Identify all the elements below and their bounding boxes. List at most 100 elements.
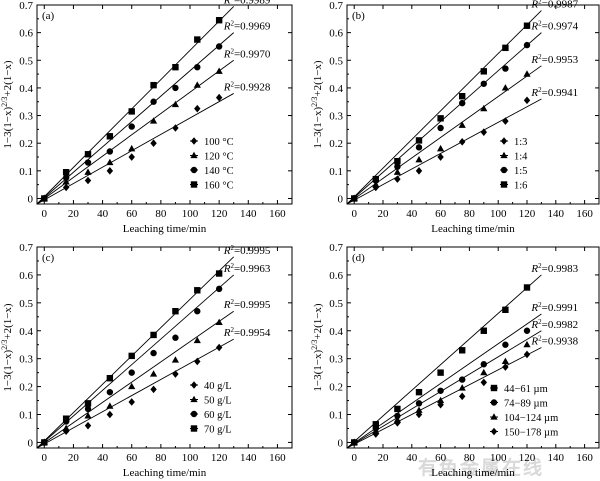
data-point [149, 117, 158, 124]
r2-annotation: R2=0.9970 [223, 47, 271, 60]
r2-annotation: R2=0.9974 [530, 20, 578, 33]
legend-entry: 140 °C [204, 166, 234, 177]
y-tick-label: 0.7 [19, 242, 33, 254]
y-tick-label: 0.6 [329, 28, 343, 40]
series-2: R2=0.9969 [36, 20, 271, 205]
x-tick-label: 40 [406, 452, 418, 464]
data-point [106, 158, 114, 166]
series-2: R2=0.9963 [36, 262, 271, 449]
data-point [459, 138, 466, 146]
data-point [84, 412, 92, 419]
data-point [372, 180, 380, 188]
legend-entry: 150−178 µm [504, 428, 558, 439]
y-tick-label: 0.7 [329, 0, 343, 12]
data-point [459, 93, 466, 100]
legend-entry: 1:6 [514, 181, 527, 192]
x-axis-label: Leaching time/min [123, 467, 207, 479]
data-point [372, 421, 379, 428]
data-point [480, 68, 487, 75]
data-point [372, 175, 379, 183]
data-point [106, 133, 114, 140]
data-point [215, 67, 223, 74]
data-point [458, 384, 466, 391]
fit-line [36, 256, 235, 449]
panel-label: (a) [42, 10, 55, 22]
y-tick-label: 0 [338, 193, 344, 205]
x-tick-label: 120 [519, 208, 536, 220]
data-point [502, 306, 509, 314]
r2-annotation: R2=0.9969 [223, 20, 271, 33]
data-point [106, 167, 114, 175]
data-point [128, 398, 135, 406]
x-tick-label: 80 [464, 208, 476, 220]
y-axis-label: 1−3(1−x)2/3+2(1−x) [310, 303, 325, 392]
data-point [194, 104, 201, 113]
data-point [437, 396, 445, 404]
data-point [84, 405, 92, 413]
fit-line [346, 10, 542, 205]
x-tick-label: 100 [490, 208, 507, 220]
data-point [150, 349, 157, 357]
x-tick-label: 160 [576, 208, 593, 220]
data-point [193, 81, 201, 88]
r2-annotation: R2=0.9983 [530, 262, 578, 275]
data-point [128, 352, 135, 360]
data-point [502, 363, 509, 371]
series-1: R2=0.9970 [36, 47, 271, 205]
y-axis-label: 1−3(1−x)2/3+2(1−x) [0, 60, 14, 149]
y-tick-label: 0.7 [329, 242, 343, 254]
legend-marker [500, 137, 508, 145]
legend-entry: 50 g/L [204, 396, 232, 407]
legend-entry: 1:3 [514, 137, 527, 148]
x-tick-label: 20 [378, 452, 390, 464]
legend: 1:3 1:4 1:5 1:6 [500, 137, 528, 192]
data-point [128, 123, 135, 130]
r2-annotation: R2=0.9982 [530, 318, 578, 331]
data-point [84, 400, 92, 407]
x-tick-label: 20 [68, 452, 80, 464]
data-point [150, 98, 157, 105]
chart-panel-b: 0 20 40 60 80 100 120 140 160 0 0.1 0.2 0.3 0.4 0.5 0.6… [310, 0, 600, 235]
data-point [459, 347, 466, 354]
panel-label: (b) [352, 10, 365, 22]
data-point [523, 327, 531, 334]
data-point [62, 424, 70, 432]
data-point [394, 405, 401, 413]
legend-entry: 1:5 [514, 166, 527, 177]
r2-annotation: R2=0.9954 [223, 326, 271, 339]
data-point [106, 410, 114, 419]
data-point [523, 70, 531, 77]
series-0: R2=0.9954 [36, 326, 271, 449]
x-tick-label: 160 [269, 208, 286, 220]
r2-annotation: R2=0.9953 [530, 53, 578, 66]
data-point [150, 81, 157, 89]
data-point [128, 108, 135, 115]
series-3: R2=0.9983 [346, 262, 579, 449]
data-point [502, 44, 509, 52]
data-point [480, 378, 487, 387]
data-point [523, 41, 531, 49]
y-tick-label: 0.4 [19, 326, 33, 338]
y-tick-label: 0.3 [19, 354, 33, 366]
data-point [415, 144, 423, 151]
legend-entry: 100 °C [204, 137, 234, 148]
x-tick-label: 80 [155, 208, 167, 220]
data-point [394, 175, 401, 183]
data-point [41, 195, 48, 202]
series-0: R2=0.9928 [36, 80, 271, 205]
x-tick-label: 140 [240, 208, 257, 220]
panel-label: (c) [42, 252, 55, 264]
data-point [480, 361, 487, 368]
r2-annotation: R2=0.9963 [223, 262, 271, 275]
legend-entry: 40 g/L [204, 381, 232, 392]
data-point [394, 412, 401, 420]
fit-line [36, 32, 235, 205]
fit-line [36, 338, 234, 449]
data-point [215, 285, 223, 293]
plot-frame [36, 246, 293, 449]
legend-marker [190, 425, 198, 432]
data-point [437, 387, 444, 394]
y-tick-label: 0.1 [19, 410, 33, 422]
data-point [84, 159, 92, 166]
y-tick-label: 0.7 [19, 0, 33, 12]
